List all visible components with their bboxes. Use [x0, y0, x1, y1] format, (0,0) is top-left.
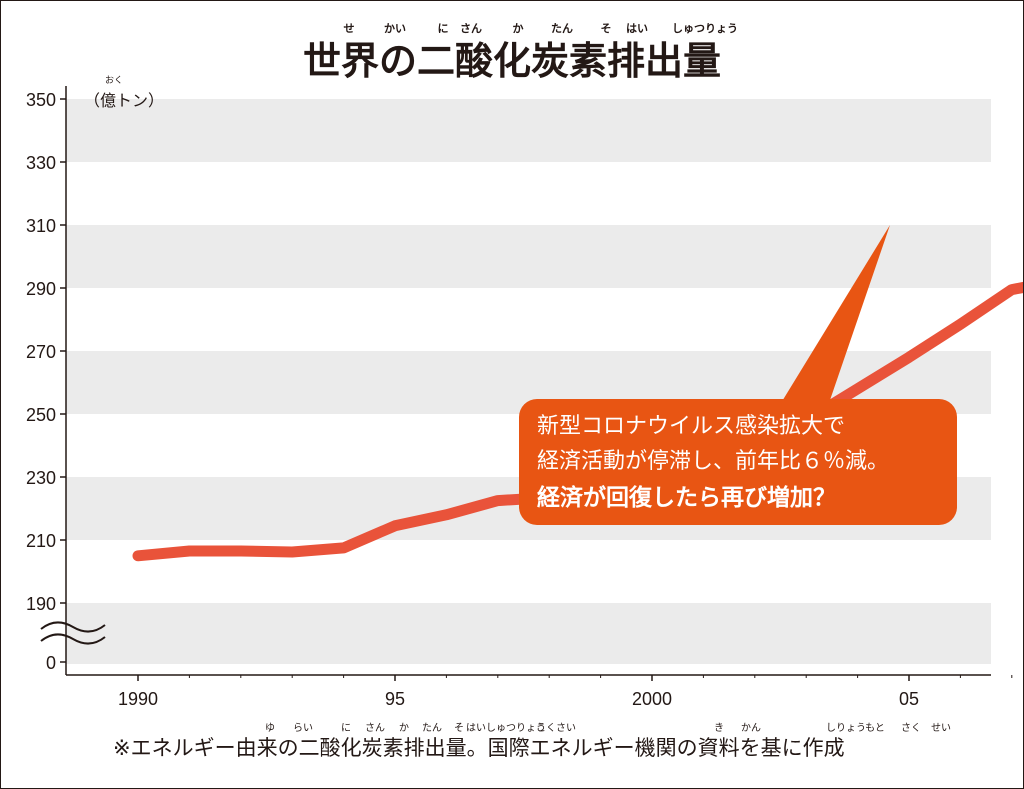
y-tick-label: 230 [26, 468, 56, 488]
footnote-ruby-text: らい [293, 722, 313, 734]
y-tick-label: 350 [26, 90, 56, 110]
grid-band [66, 99, 991, 162]
title-ruby-text: せ [344, 22, 355, 35]
callout-line1: 新型コロナウイルス感染拡大で [537, 414, 845, 439]
title-ruby-text: か [513, 22, 524, 35]
title-ruby-text: はい [626, 22, 648, 35]
title-ruby-text: しゅつりょう [672, 22, 738, 35]
y-tick-label: 290 [26, 279, 56, 299]
title-ruby-text: そ [601, 22, 612, 35]
footnote-ruby-text: こくさい [536, 722, 576, 734]
footnote-ruby-text: か [399, 722, 409, 734]
callout-box [519, 399, 957, 525]
title-ruby-text: たん [551, 22, 573, 35]
footnote-ruby-text: き [714, 722, 724, 734]
x-tick-label: 2000 [632, 689, 672, 709]
callout: 新型コロナウイルス感染拡大で 経済活動が停滞し、前年比６％減。 経済が回復したら… [519, 225, 957, 525]
footnote-ruby-text: もと [865, 722, 885, 734]
footnote-ruby-text: さん [365, 722, 385, 734]
footnote-ruby-text: たん [422, 722, 442, 734]
y-tick-label: 190 [26, 594, 56, 614]
footnote-ruby-text: そ [454, 722, 464, 734]
title-ruby: せ かい にさん か たん そ はい しゅつりょう [344, 22, 739, 35]
axis-break-mark [40, 621, 106, 645]
footnote-ruby-text: はいしゅつりょう [466, 722, 546, 734]
footnote-ruby-text: ゆ [265, 722, 275, 734]
footnote-ruby-text: せい [931, 722, 951, 734]
y-tick-label: 210 [26, 531, 56, 551]
x-tick-label: 1990 [118, 689, 158, 709]
footnote-ruby: ゆ らい に さん か たんそはいしゅつりょうこくさい き かん しりょう もと さく せい [265, 722, 951, 734]
title-ruby-text: に [438, 22, 449, 35]
title-ruby-text: かい [384, 22, 406, 35]
footnote-ruby-text: しりょう [826, 722, 866, 734]
footnote-ruby-text: さく [901, 722, 921, 734]
y-tick-label: 0 [46, 653, 56, 673]
y-tick-label: 270 [26, 342, 56, 362]
callout-pointer [781, 225, 890, 403]
footnote-ruby-text: かん [741, 722, 761, 734]
grid-bands [66, 99, 991, 664]
x-tick-label: 05 [899, 689, 919, 709]
y-tick-label: 310 [26, 216, 56, 236]
grid-band [66, 225, 991, 288]
x-ticks: 199095200005101520年ねん [118, 675, 1013, 709]
footnote: ※エネルギー由来の二酸化炭素排出量。国際エネルギー機関の資料を基に作成 [113, 736, 845, 760]
x-tick-label: 95 [385, 689, 405, 709]
callout-line3: 経済が回復したら再び増加？ [537, 484, 836, 511]
chart-title: 世界の二酸化炭素排出量 [303, 39, 721, 83]
title-ruby-text: さん [460, 22, 482, 35]
callout-line2: 経済活動が停滞し、前年比６％減。 [537, 449, 889, 474]
y-tick-label: 250 [26, 405, 56, 425]
footnote-ruby-text: に [341, 722, 351, 734]
y-unit-ruby: おく [105, 75, 123, 86]
y-tick-label: 330 [26, 153, 56, 173]
series-layer [132, 281, 1023, 562]
y-axis-unit: （億トン） [84, 91, 164, 110]
y-ticks: 350 330 310 290 270 250 230 210 190 0 [26, 90, 66, 673]
grid-band [66, 603, 991, 664]
series-line-emissions [132, 281, 1023, 562]
